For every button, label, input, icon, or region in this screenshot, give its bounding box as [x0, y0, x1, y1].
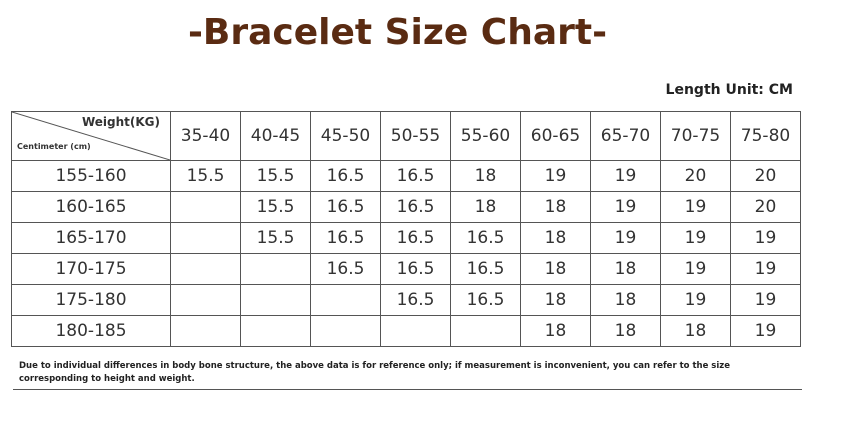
column-header: 60-65 [520, 111, 591, 161]
height-range-cell: 165-170 [11, 222, 171, 254]
size-cell: 16.5 [450, 253, 521, 285]
size-cell: 18 [520, 253, 591, 285]
size-cell: 16.5 [310, 160, 381, 192]
height-range-cell: 180-185 [11, 315, 171, 347]
size-cell [170, 222, 241, 254]
size-cell: 18 [590, 315, 661, 347]
size-cell [170, 191, 241, 223]
size-cell [380, 315, 451, 347]
height-range-cell: 170-175 [11, 253, 171, 285]
size-cell: 15.5 [240, 222, 311, 254]
corner-cell: Weight(KG) Centimeter (cm) [11, 111, 171, 161]
weight-axis-label: Weight(KG) [81, 115, 160, 129]
size-cell: 16.5 [380, 253, 451, 285]
table-row: 175-180 16.5 16.5 18 18 19 19 [11, 284, 801, 316]
size-cell: 19 [730, 222, 801, 254]
height-range-cell: 155-160 [11, 160, 171, 192]
size-cell: 19 [730, 284, 801, 316]
size-cell [240, 284, 311, 316]
size-cell: 18 [590, 253, 661, 285]
size-cell: 19 [660, 284, 731, 316]
size-cell: 18 [520, 315, 591, 347]
disclaimer-note: Due to individual differences in body bo… [19, 361, 730, 384]
page-title: -Bracelet Size Chart- [187, 12, 608, 53]
table-row: 160-165 15.5 16.5 16.5 18 18 19 19 20 [11, 191, 801, 223]
size-cell [170, 315, 241, 347]
size-cell: 18 [450, 160, 521, 192]
size-cell: 19 [660, 222, 731, 254]
table-row: 180-185 18 18 18 19 [11, 315, 801, 347]
size-cell: 19 [590, 160, 661, 192]
size-cell [170, 253, 241, 285]
height-axis-label: Centimeter (cm) [17, 142, 91, 151]
column-header: 50-55 [380, 111, 451, 161]
size-cell [170, 284, 241, 316]
column-header: 40-45 [240, 111, 311, 161]
size-cell: 15.5 [240, 160, 311, 192]
height-range-cell: 175-180 [11, 284, 171, 316]
size-cell: 19 [660, 191, 731, 223]
size-cell [310, 284, 381, 316]
size-cell: 16.5 [380, 191, 451, 223]
table-row: 165-170 15.5 16.5 16.5 16.5 18 19 19 19 [11, 222, 801, 254]
column-header: 35-40 [170, 111, 241, 161]
size-cell: 16.5 [380, 160, 451, 192]
size-cell: 18 [660, 315, 731, 347]
divider [13, 389, 802, 390]
column-header: 70-75 [660, 111, 731, 161]
size-cell: 16.5 [310, 222, 381, 254]
size-cell: 16.5 [310, 253, 381, 285]
size-table: Weight(KG) Centimeter (cm) 35-40 40-45 45-… [11, 111, 801, 347]
column-header: 55-60 [450, 111, 521, 161]
size-cell: 18 [520, 284, 591, 316]
size-cell [240, 253, 311, 285]
size-cell: 19 [730, 253, 801, 285]
size-cell [450, 315, 521, 347]
size-cell: 19 [660, 253, 731, 285]
size-cell [310, 315, 381, 347]
size-cell: 16.5 [450, 284, 521, 316]
column-header: 45-50 [310, 111, 381, 161]
size-cell: 18 [450, 191, 521, 223]
size-cell: 20 [660, 160, 731, 192]
size-cell: 15.5 [170, 160, 241, 192]
height-range-cell: 160-165 [11, 191, 171, 223]
size-cell: 18 [520, 191, 591, 223]
size-cell: 16.5 [380, 284, 451, 316]
unit-label: Length Unit: CM [665, 82, 793, 98]
size-cell: 18 [590, 284, 661, 316]
header-row: Weight(KG) Centimeter (cm) 35-40 40-45 45-… [11, 111, 801, 161]
table-row: 170-175 16.5 16.5 16.5 18 18 19 19 [11, 253, 801, 285]
size-cell: 19 [590, 222, 661, 254]
size-cell: 16.5 [450, 222, 521, 254]
column-header: 75-80 [730, 111, 801, 161]
size-cell: 19 [520, 160, 591, 192]
size-cell: 20 [730, 160, 801, 192]
column-header: 65-70 [590, 111, 661, 161]
diagonal-divider [12, 112, 170, 160]
table-row: 155-160 15.5 15.5 16.5 16.5 18 19 19 20 20 [11, 160, 801, 192]
size-cell [240, 315, 311, 347]
size-cell: 18 [520, 222, 591, 254]
size-cell: 19 [730, 315, 801, 347]
size-cell: 15.5 [240, 191, 311, 223]
size-cell: 16.5 [310, 191, 381, 223]
size-cell: 20 [730, 191, 801, 223]
size-cell: 19 [590, 191, 661, 223]
size-cell: 16.5 [380, 222, 451, 254]
